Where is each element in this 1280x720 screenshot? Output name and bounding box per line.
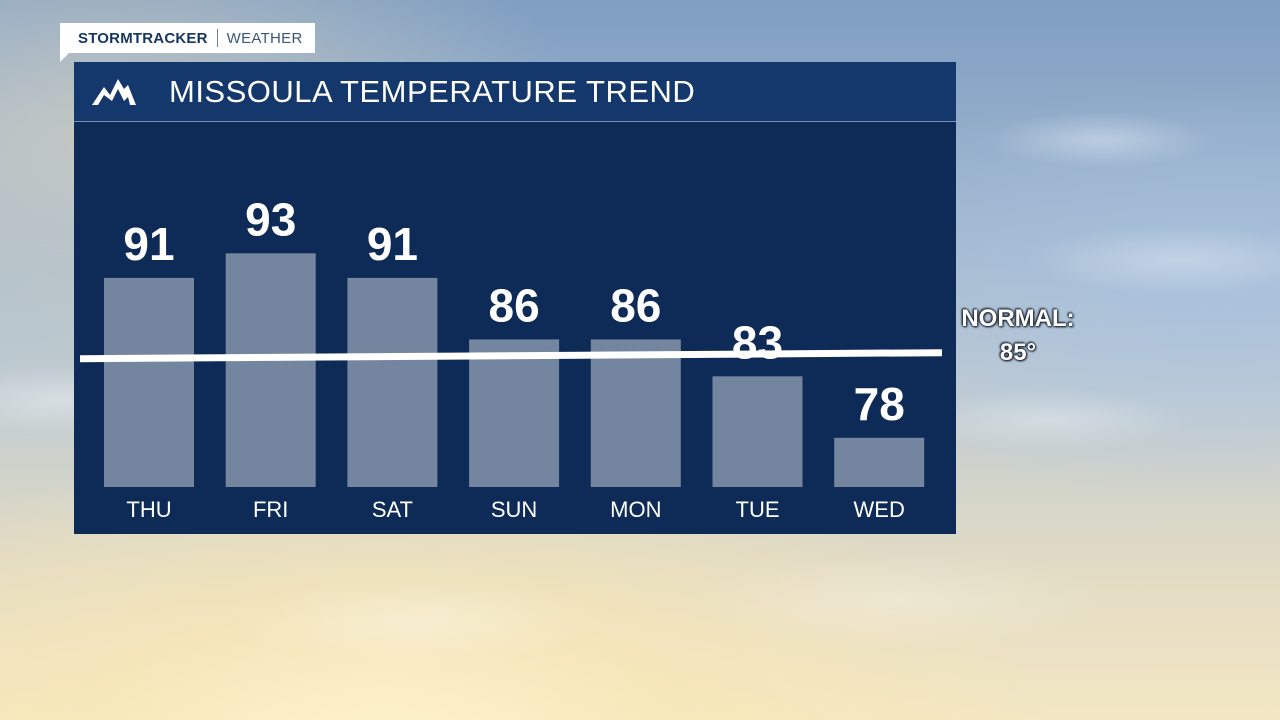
bar-mon — [590, 339, 681, 487]
value-label-fri: 93 — [245, 193, 296, 245]
brand-weather: WEATHER — [226, 29, 303, 47]
brand-tag-notch — [60, 53, 69, 62]
category-label-fri: FRI — [253, 497, 288, 522]
category-label-sat: SAT — [372, 497, 413, 522]
category-label-wed: WED — [854, 497, 905, 522]
category-label-thu: THU — [126, 497, 171, 522]
brand-divider — [216, 29, 218, 47]
temperature-bar-chart: 91 THU 93 FRI 91 SAT 86 SUN 86 MON 83 TUE 78 WED — [104, 193, 925, 522]
normal-label-title: NORMAL: — [961, 305, 1075, 332]
value-label-sun: 86 — [489, 279, 540, 331]
chart-panel: MISSOULA TEMPERATURE TREND 91 THU 93 FRI 91 S… — [74, 62, 956, 534]
bar-tue — [712, 376, 803, 487]
category-label-mon: MON — [610, 497, 661, 522]
value-label-mon: 86 — [610, 279, 661, 331]
value-label-tue: 83 — [732, 316, 783, 368]
mountain-icon — [92, 79, 136, 105]
brand-tag: STORMTRACKER WEATHER — [60, 23, 315, 53]
normal-label-value: 85° — [999, 339, 1037, 366]
category-label-tue: TUE — [736, 497, 780, 522]
bar-sat — [347, 277, 438, 487]
chart-header: MISSOULA TEMPERATURE TREND — [74, 62, 956, 122]
bar-thu — [104, 277, 194, 487]
normal-label: NORMAL: 85° — [950, 302, 1086, 370]
value-label-thu: 91 — [123, 218, 174, 270]
brand-stormtracker: STORMTRACKER — [78, 29, 208, 47]
value-label-sat: 91 — [367, 218, 418, 270]
chart-title: MISSOULA TEMPERATURE TREND — [169, 74, 696, 109]
category-label-sun: SUN — [491, 497, 537, 522]
value-label-wed: 78 — [854, 378, 905, 430]
bar-sun — [469, 339, 560, 487]
bar-fri — [225, 253, 316, 487]
bar-wed — [834, 437, 925, 487]
